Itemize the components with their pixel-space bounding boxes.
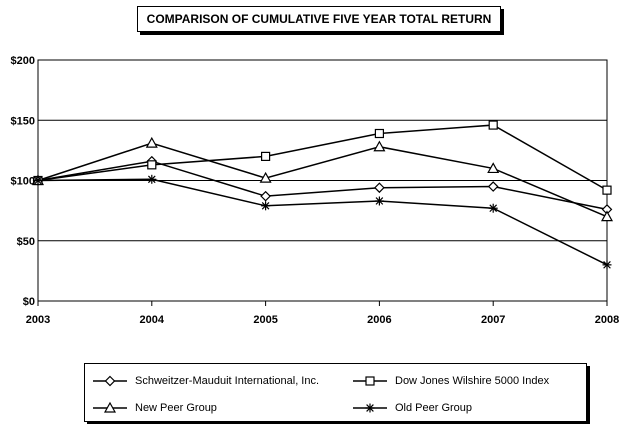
data-point-triangle (373, 140, 386, 152)
data-point-square (147, 160, 157, 170)
data-point-triangle (487, 162, 500, 174)
data-point-asterisk (602, 260, 612, 270)
legend-swatch-marker (365, 403, 375, 413)
legend-swatch-marker (104, 375, 116, 387)
data-point-asterisk (147, 174, 157, 184)
data-point-square (261, 151, 271, 161)
legend-swatch-diamond (93, 375, 127, 387)
legend-label: Schweitzer-Mauduit International, Inc. (135, 375, 320, 387)
x-tick-label: 2003 (26, 314, 50, 326)
x-tick-label: 2007 (481, 314, 505, 326)
data-point-triangle (600, 210, 614, 222)
x-tick-label: 2008 (595, 314, 619, 326)
series-line-square (37, 124, 608, 191)
data-point-square (374, 128, 384, 139)
legend-swatch-asterisk (353, 403, 387, 413)
y-tick-label: $50 (17, 236, 35, 248)
x-tick-label: 2006 (367, 314, 391, 326)
data-point-diamond (260, 190, 271, 202)
chart-title: COMPARISON OF CUMULATIVE FIVE YEAR TOTAL… (137, 6, 501, 32)
legend-swatch-triangle (93, 401, 127, 413)
legend-item-dow-jones: Dow Jones Wilshire 5000 Index (351, 372, 549, 390)
series-line-diamond (37, 160, 608, 211)
legend-label: Dow Jones Wilshire 5000 Index (395, 375, 550, 387)
y-tick-label: $100 (11, 176, 35, 188)
data-point-triangle (145, 136, 158, 148)
series-line-triangle (37, 142, 608, 218)
legend-label: Old Peer Group (395, 402, 473, 414)
x-tick-label: 2004 (140, 314, 165, 326)
legend-swatch-marker (365, 376, 375, 386)
x-tick-label: 2005 (253, 314, 277, 326)
data-point-asterisk (488, 203, 498, 213)
data-point-square (488, 120, 498, 130)
legend-item-old-peer: Old Peer Group (351, 399, 472, 417)
data-point-asterisk (261, 201, 271, 211)
data-point-diamond (374, 182, 385, 194)
line-chart: $0 $50 $100 $150 $200 2003 2004 2005 2006 2007 200… (11, 55, 619, 326)
legend-swatch-square (353, 376, 387, 386)
legend: Schweitzer-Mauduit International, Inc. D… (84, 363, 587, 422)
y-tick-label: $150 (11, 115, 35, 127)
data-point-asterisk (33, 176, 43, 185)
y-tick-label: $0 (23, 296, 35, 308)
data-point-square (602, 185, 612, 195)
legend-label: New Peer Group (135, 402, 217, 414)
data-point-diamond (487, 181, 499, 192)
legend-item-schweitzer: Schweitzer-Mauduit International, Inc. (91, 372, 319, 390)
data-point-triangle (259, 171, 272, 183)
data-point-asterisk (374, 196, 384, 206)
y-tick-label: $200 (11, 55, 35, 67)
legend-item-new-peer: New Peer Group (91, 399, 217, 417)
legend-swatch-marker (103, 401, 117, 413)
series-line-asterisk (37, 178, 608, 266)
